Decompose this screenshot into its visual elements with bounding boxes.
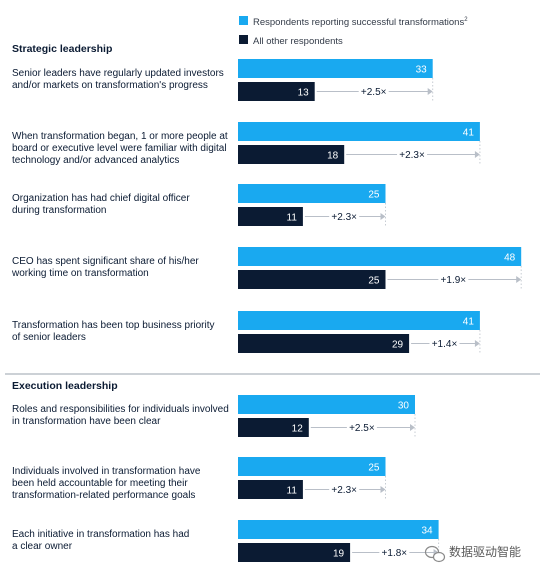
multiplier-label: +2.3× [399,150,425,161]
bar-success [238,457,386,476]
gap-arrow-icon [474,340,480,347]
bar-success [238,520,439,539]
bar-other-value: 19 [333,549,345,560]
watermark-text: 数据驱动智能 [449,544,521,559]
bar-success-value: 25 [368,463,380,474]
item-label: Senior leaders have regularly updated in… [12,68,224,79]
multiplier-label: +2.3× [331,485,357,496]
bar-success-value: 30 [398,401,410,412]
bar-success-value: 33 [416,65,428,76]
item-label: during transformation [12,205,107,216]
bar-other [238,145,345,164]
multiplier-bg [329,209,360,224]
bar-other-value: 25 [368,276,380,287]
multiplier-bg [358,84,389,99]
bar-success [238,311,480,330]
item-label: of senior leaders [12,332,86,343]
item-label: been held accountable for meeting their [12,478,188,489]
gap-arrow-icon [380,486,386,493]
bar-other [238,480,303,499]
bar-other [238,334,410,353]
wechat-icon-bubble [432,551,446,563]
item-label: Roles and responsibilities for individua… [12,404,229,415]
gap-arrow-icon [474,151,480,158]
item-label: Organization has had chief digital offic… [12,193,190,204]
multiplier-label: +2.5× [349,423,375,434]
multiplier-label: +2.3× [331,212,357,223]
gap-arrow-icon [516,276,522,283]
bar-success-value: 41 [463,128,475,139]
item-label: Each initiative in transformation has ha… [12,529,189,540]
item-label: board or executive level were familiar w… [12,143,227,154]
gap-arrow-icon [410,424,415,431]
bar-success [238,122,480,141]
bar-other [238,207,303,226]
bar-other [238,82,315,101]
item-label: Transformation has been top business pri… [12,320,215,331]
bar-other [238,543,351,562]
legend-swatch-success [239,16,248,25]
bar-success [238,395,415,414]
multiplier-label: +1.4× [432,339,458,350]
bar-success [238,247,522,266]
item-label: in transformation have been clear [12,416,161,427]
legend-swatch-other [239,35,248,44]
legend-label-success: Respondents reporting successful transfo… [253,17,468,28]
bar-success-value: 25 [368,190,380,201]
bar-other [238,270,386,289]
bar-other-value: 29 [392,340,404,351]
section-title: Execution leadership [12,380,118,392]
bar-other-value: 11 [287,486,298,497]
multiplier-bg [429,336,460,351]
bar-other-value: 13 [298,88,310,99]
item-label: a clear owner [12,541,73,552]
bar-success [238,59,433,78]
multiplier-bg [397,147,428,162]
bar-other-value: 18 [327,151,339,162]
item-label: Individuals involved in transformation h… [12,466,201,477]
section-title: Strategic leadership [12,43,112,55]
multiplier-label: +2.5× [361,87,387,98]
legend-label-other: All other respondents [253,36,343,47]
bar-other-value: 11 [287,213,298,224]
multiplier-label: +1.9× [441,275,467,286]
multiplier-bg [438,272,469,287]
bar-success [238,184,386,203]
item-label: working time on transformation [11,268,149,279]
item-label: and/or markets on transformation's progr… [12,80,208,91]
item-label: transformation-related performance goals [12,490,195,501]
bar-success-value: 34 [421,526,433,537]
bar-other-value: 12 [292,424,304,435]
multiplier-label: +1.8× [382,548,408,559]
bar-success-value: 48 [504,253,516,264]
item-label: technology and/or advanced analytics [12,155,179,166]
multiplier-bg [346,420,377,435]
multiplier-bg [379,545,410,560]
item-label: When transformation began, 1 or more peo… [12,131,228,142]
gap-arrow-icon [380,213,386,220]
gap-arrow-icon [427,88,433,95]
item-label: CEO has spent significant share of his/h… [12,256,199,267]
multiplier-bg [329,482,360,497]
bar-other [238,418,309,437]
bar-success-value: 41 [463,317,475,328]
